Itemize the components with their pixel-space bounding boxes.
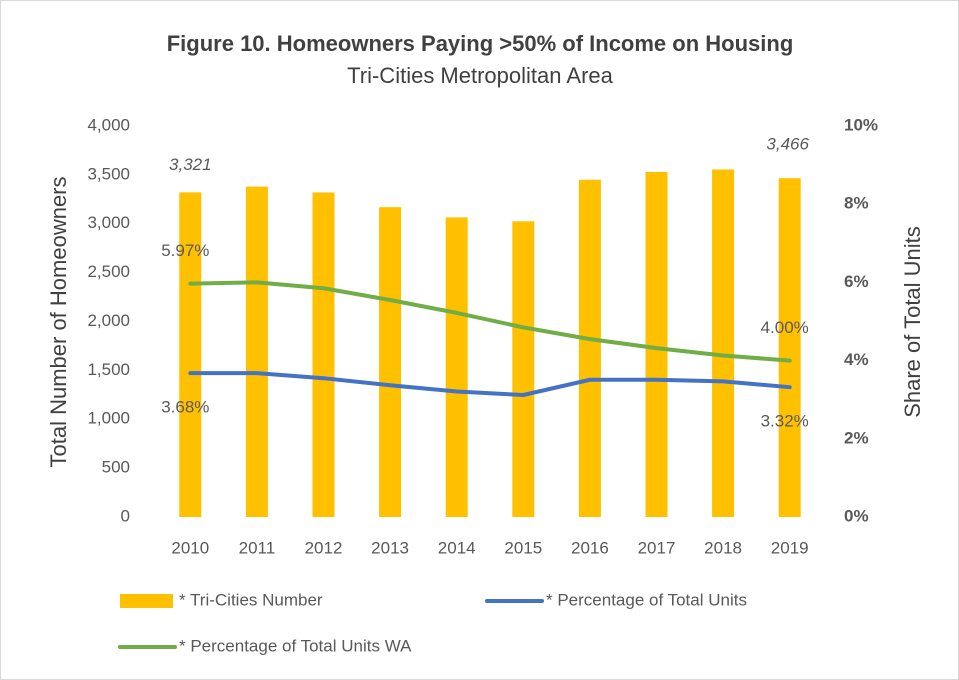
y2-tick-label: 2% [844, 428, 869, 447]
y-tick-label: 500 [102, 458, 130, 477]
y2-tick-label: 10% [844, 115, 878, 134]
x-tick-label: 2011 [239, 538, 276, 557]
x-tick-label: 2015 [504, 538, 542, 557]
legend-swatch [120, 594, 173, 608]
y-tick-label: 1,500 [87, 360, 130, 379]
data-label: 3.68% [161, 398, 209, 417]
x-tick-label: 2017 [638, 538, 676, 557]
x-tick-label: 2014 [438, 538, 476, 557]
bar [312, 192, 335, 517]
bar [578, 179, 601, 517]
y-tick-label: 3,500 [87, 164, 130, 183]
y-tick-label: 2,000 [87, 311, 130, 330]
y2-tick-label: 0% [844, 506, 869, 525]
y2-tick-label: 8% [844, 194, 869, 213]
chart-title: Figure 10. Homeowners Paying >50% of Inc… [167, 31, 794, 56]
y2-tick-label: 4% [844, 350, 869, 369]
data-label: 3,466 [766, 135, 809, 154]
y-tick-label: 1,000 [87, 409, 130, 428]
x-tick-label: 2013 [371, 538, 409, 557]
y-axis-title: Total Number of Homeowners [46, 176, 71, 467]
bar [712, 169, 735, 517]
bar [245, 186, 268, 518]
x-tick-label: 2016 [571, 538, 609, 557]
y-tick-label: 2,500 [87, 262, 130, 281]
bar [645, 171, 668, 517]
legend-label: * Tri-Cities Number [179, 590, 323, 609]
data-label: 3,321 [169, 155, 212, 174]
data-label: 3.32% [761, 412, 809, 431]
legend-label: * Percentage of Total Units WA [179, 636, 412, 655]
data-label: 4.00% [761, 318, 809, 337]
bar [778, 178, 801, 518]
line [188, 280, 792, 363]
x-tick-label: 2012 [305, 538, 343, 557]
x-tick-label: 2018 [704, 538, 742, 557]
y-tick-label: 0 [121, 506, 130, 525]
line [188, 371, 792, 398]
data-label: 5.97% [161, 241, 209, 260]
y2-axis-title: Share of Total Units [900, 226, 925, 418]
x-tick-label: 2010 [171, 538, 209, 557]
x-tick-label: 2019 [771, 538, 809, 557]
chart-subtitle: Tri-Cities Metropolitan Area [347, 63, 613, 88]
y-tick-label: 4,000 [87, 115, 130, 134]
bar [512, 221, 535, 517]
legend-label: * Percentage of Total Units [546, 590, 747, 609]
bar [445, 217, 468, 518]
bar [179, 192, 202, 517]
y-tick-label: 3,000 [87, 213, 130, 232]
bar [379, 207, 402, 517]
y2-tick-label: 6% [844, 272, 869, 291]
